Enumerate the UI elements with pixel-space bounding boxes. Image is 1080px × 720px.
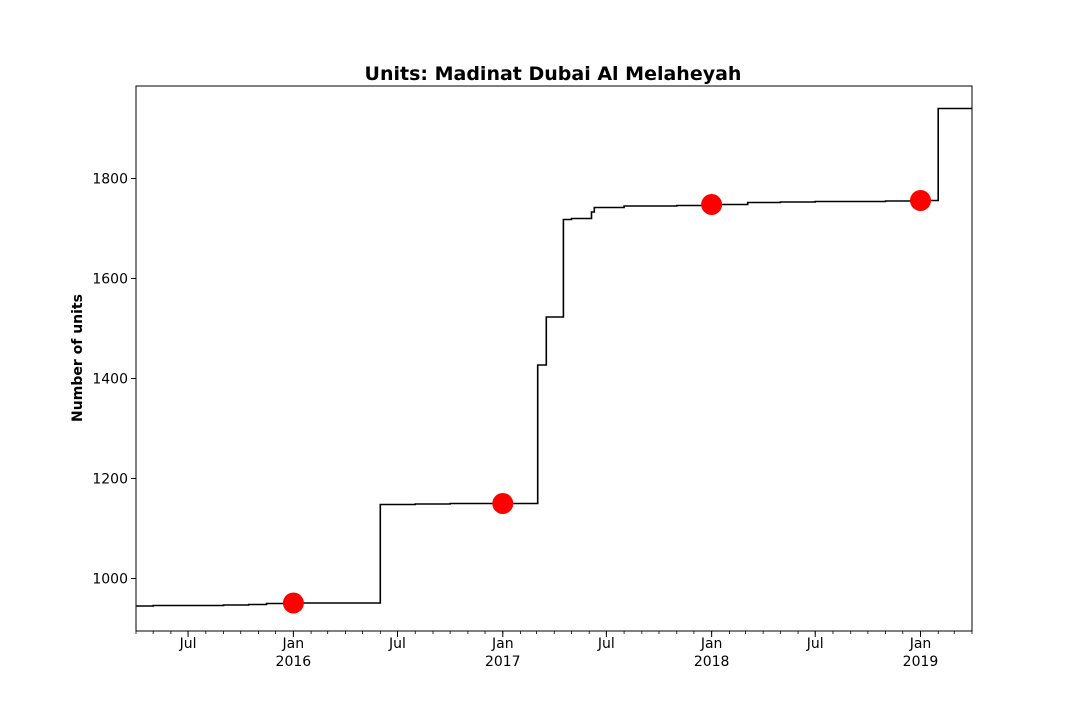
y-tick-label: 1400	[92, 372, 128, 388]
series-line-0	[136, 107, 972, 607]
axes: 1000 1200 1400 1600 1800 Jul Jan 2016 Jul Jan 2017…	[92, 85, 973, 670]
data-marker-3	[910, 190, 931, 211]
data-marker-1	[492, 493, 514, 514]
x-tick-sublabel: 2017	[485, 654, 521, 670]
x-tick-sublabel: 2019	[903, 654, 939, 670]
x-tick-label: Jul	[597, 636, 615, 652]
x-tick-label: Jan	[700, 636, 723, 652]
x-tick-label: Jul	[388, 636, 406, 652]
y-tick-label: 1200	[92, 472, 128, 488]
x-tick-label: Jan	[491, 636, 514, 652]
data-marker-2	[701, 194, 723, 215]
x-tick-label: Jan	[909, 636, 932, 652]
x-tick-label: Jul	[179, 636, 197, 652]
x-tick-sublabel: 2018	[694, 654, 730, 670]
y-tick-label: 1600	[92, 272, 128, 288]
data-marker-0	[282, 592, 304, 614]
x-tick-label: Jul	[806, 636, 824, 652]
x-tick-label: Jan	[282, 636, 305, 652]
y-tick-label: 1000	[92, 572, 128, 588]
y-axis-label: Number of units	[70, 294, 86, 422]
plot-area	[136, 107, 972, 614]
plot-frame	[135, 85, 973, 632]
y-tick-label: 1800	[92, 172, 128, 188]
x-tick-sublabel: 2016	[276, 654, 312, 670]
chart-title: Units: Madinat Dubai Al Melaheyah	[365, 63, 742, 85]
